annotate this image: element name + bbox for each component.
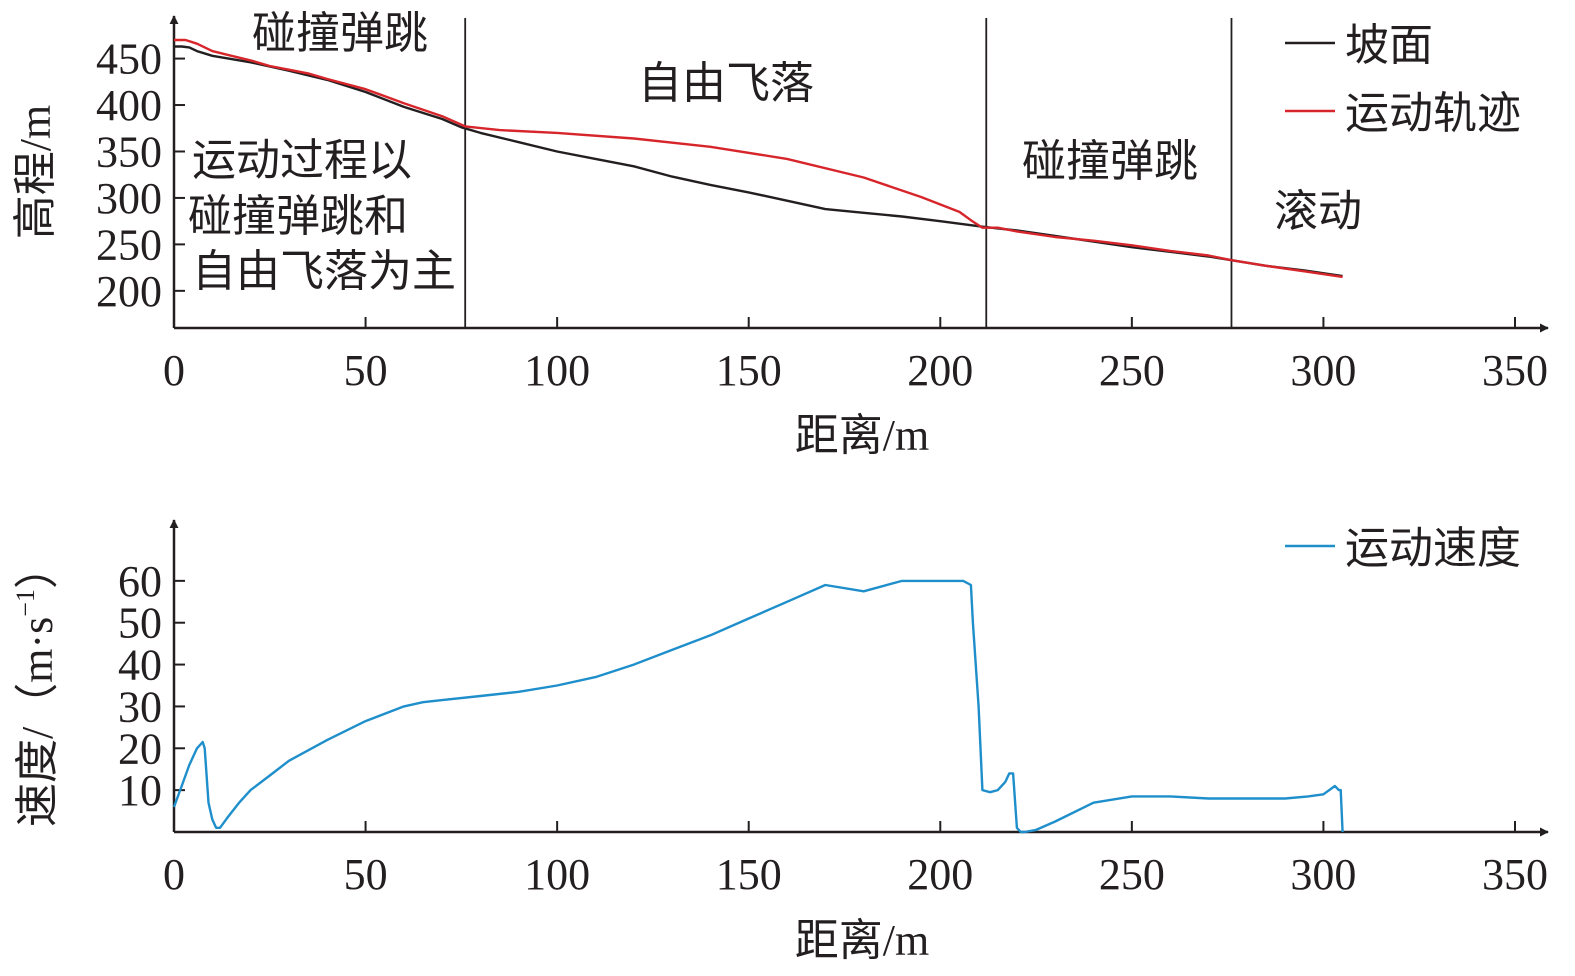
annotation-line-3: 自由飞落为主	[192, 247, 456, 296]
region-label-collision-1: 碰撞弹跳	[252, 9, 428, 58]
annotation-background	[186, 136, 458, 286]
x-tick-label: 150	[716, 850, 782, 899]
x-tick-label: 300	[1290, 346, 1356, 395]
legend: 运动速度	[1285, 524, 1521, 573]
y-tick-label: 350	[96, 127, 162, 176]
x-axis-title: 距离/m	[795, 916, 929, 965]
series-line	[174, 38, 1343, 279]
series-line	[172, 579, 1344, 834]
y-tick-label: 300	[96, 174, 162, 223]
y-tick-label: 10	[118, 766, 162, 815]
x-tick-label: 200	[907, 850, 973, 899]
elevation-chart: 0 50 100 150 200 250 300 350 200250300350400450…	[11, 9, 1549, 460]
legend-label-trajectory: 运动轨迹	[1345, 89, 1521, 138]
annotation-block: 运动过程以 碰撞弹跳和 自由飞落为主	[186, 136, 458, 296]
x-tick-label: 250	[1099, 850, 1165, 899]
x-tick-label: 50	[344, 346, 388, 395]
x-axis-title: 距离/m	[795, 411, 929, 460]
legend: 坡面 运动轨迹	[1285, 21, 1521, 138]
y-tick-label: 200	[96, 267, 162, 316]
region-label-free-fall: 自由飞落	[638, 59, 814, 108]
legend-label-speed: 运动速度	[1345, 524, 1521, 573]
x-tick-label: 300	[1290, 850, 1356, 899]
y-axis-title: 速度/（m·s−1）	[11, 545, 62, 827]
y-tick-label: 40	[118, 641, 162, 690]
x-ticks: 0 50 100 150 200 250 300 350	[163, 821, 1548, 899]
phase-boundaries	[464, 18, 1233, 328]
x-tick-label: 200	[907, 346, 973, 395]
x-tick-label: 350	[1482, 850, 1548, 899]
y-tick-label: 20	[118, 724, 162, 773]
y-axis-title-main: 速度/（m·s	[13, 617, 62, 827]
legend-label-slope: 坡面	[1345, 21, 1433, 70]
y-tick-label: 50	[118, 599, 162, 648]
x-tick-label: 100	[524, 850, 590, 899]
region-label-collision-2: 碰撞弹跳	[1022, 137, 1198, 186]
y-tick-label: 450	[96, 35, 162, 84]
series-group	[174, 38, 1343, 279]
y-tick-label: 30	[118, 682, 162, 731]
y-axis-title-close: ）	[13, 545, 62, 589]
x-tick-label: 50	[344, 850, 388, 899]
y-tick-label: 250	[96, 220, 162, 269]
x-tick-label: 0	[163, 850, 185, 899]
x-tick-label: 250	[1099, 346, 1165, 395]
series-group	[172, 579, 1344, 834]
x-tick-label: 100	[524, 346, 590, 395]
annotation-line-1: 运动过程以	[192, 136, 412, 185]
y-tick-label: 60	[118, 557, 162, 606]
x-tick-label: 150	[716, 346, 782, 395]
x-ticks: 0 50 100 150 200 250 300 350	[163, 317, 1548, 395]
region-label-rolling: 滚动	[1274, 187, 1362, 236]
y-tick-label: 400	[96, 81, 162, 130]
y-axis-title: 高程/m	[11, 105, 60, 239]
x-tick-label: 350	[1482, 346, 1548, 395]
y-axis-title-superscript: −1	[11, 589, 40, 617]
x-tick-label: 0	[163, 346, 185, 395]
annotation-line-2: 碰撞弹跳和	[188, 192, 408, 241]
